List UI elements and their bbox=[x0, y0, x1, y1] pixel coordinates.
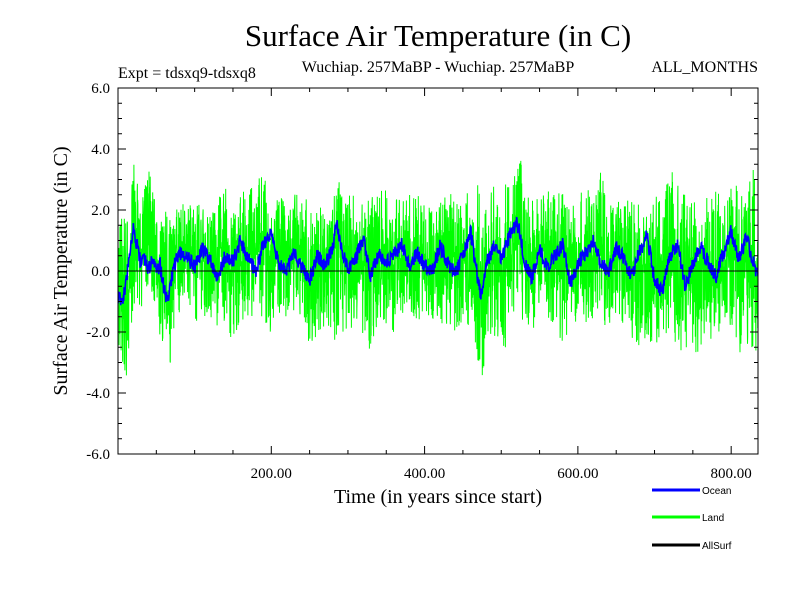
legend-land-label: Land bbox=[702, 513, 724, 524]
legend-allsurf-label: AllSurf bbox=[702, 541, 732, 552]
legend: Ocean Land AllSurf bbox=[652, 486, 732, 552]
y-axis-label: Surface Air Temperature (in C) bbox=[50, 146, 72, 395]
y-tick-label: 4.0 bbox=[91, 142, 110, 158]
plot-area: -6.0 -4.0 -2.0 0.0 2.0 4.0 6.0 200.00 400.00 600.… bbox=[86, 81, 759, 482]
y-tick-label: -6.0 bbox=[86, 447, 110, 463]
legend-ocean-label: Ocean bbox=[702, 486, 731, 497]
y-tick-label: 2.0 bbox=[91, 203, 110, 219]
ticks-layer: -6.0 -4.0 -2.0 0.0 2.0 4.0 6.0 200.00 400.00 600.… bbox=[86, 81, 758, 482]
y-tick-label: -4.0 bbox=[86, 386, 110, 402]
x-tick-label: 600.00 bbox=[557, 466, 598, 482]
y-tick-label: 6.0 bbox=[91, 81, 110, 97]
y-tick-label: -2.0 bbox=[86, 325, 110, 341]
ocean-series-line bbox=[118, 216, 758, 306]
x-tick-label: 200.00 bbox=[251, 466, 292, 482]
x-tick-label: 800.00 bbox=[711, 466, 752, 482]
series-layer bbox=[118, 160, 758, 376]
period-label: Wuchiap. 257MaBP - Wuchiap. 257MaBP bbox=[302, 59, 575, 76]
y-tick-label: 0.0 bbox=[91, 264, 110, 280]
x-tick-label: 400.00 bbox=[404, 466, 445, 482]
x-axis-label: Time (in years since start) bbox=[334, 486, 542, 508]
experiment-label: Expt = tdsxq9-tdsxq8 bbox=[118, 65, 256, 82]
chart-title: Surface Air Temperature (in C) bbox=[245, 18, 631, 53]
months-label: ALL_MONTHS bbox=[651, 59, 758, 76]
land-series-line bbox=[118, 160, 758, 376]
